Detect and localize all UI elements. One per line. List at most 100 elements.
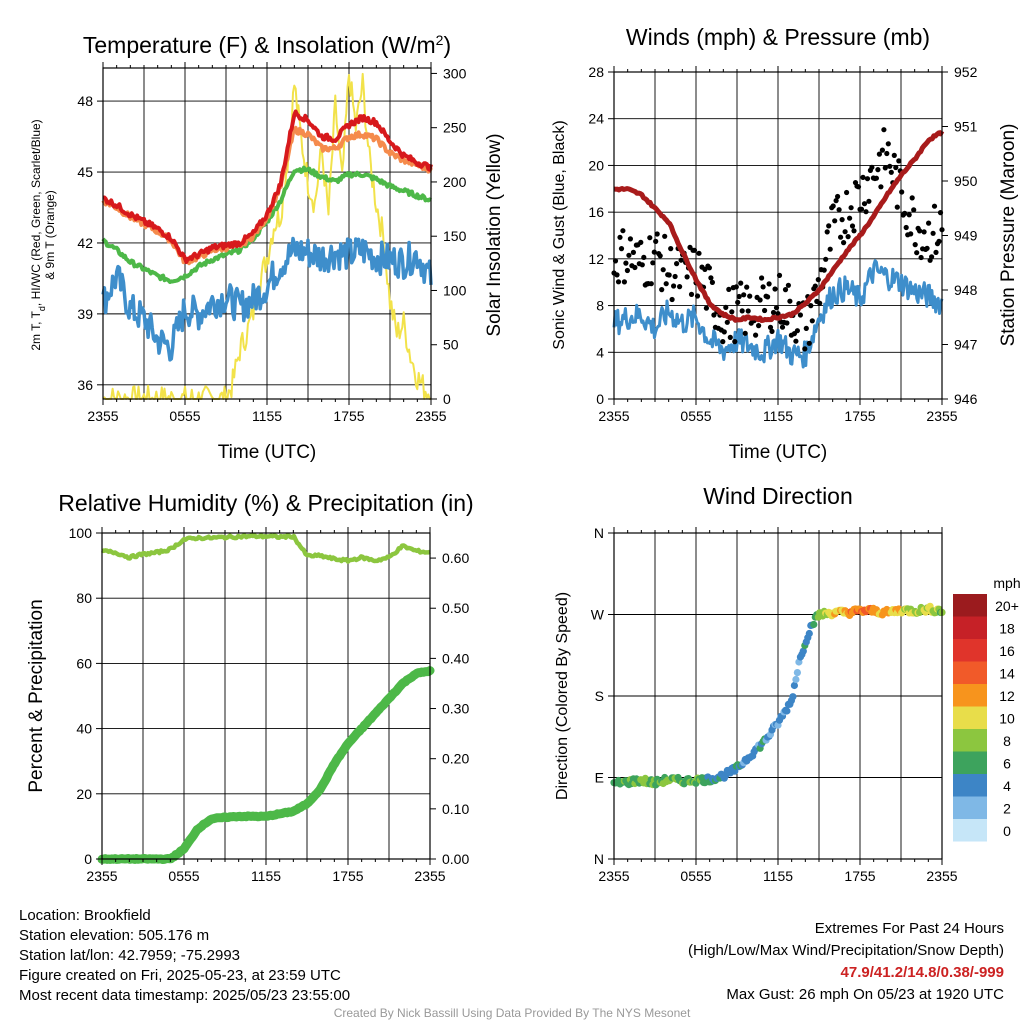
gust-point (668, 246, 674, 252)
gust-point (873, 175, 880, 181)
gust-point (720, 339, 726, 345)
gust-point (742, 330, 748, 336)
gust-point (696, 250, 702, 256)
gust-point (891, 152, 897, 158)
y2-tick-label: 150 (443, 228, 467, 244)
humidity-ticks: 0 20 40 60 80 100 0.00 0.10 0.20 0.30 0.40 0.50 0.60… (69, 525, 470, 884)
legend-label: 0 (1003, 823, 1011, 839)
gust-point (721, 329, 727, 335)
humidity-title: Relative Humidity (%) & Precipitation (i… (58, 490, 473, 516)
y-tick-label: S (595, 688, 604, 704)
gust-point (723, 304, 729, 310)
y2-tick-label: 0 (443, 391, 451, 407)
legend-swatch (953, 639, 987, 662)
gust-point (848, 205, 854, 211)
station-info: Location: Brookfield Station elevation: … (19, 906, 350, 1006)
y2-tick-label: 948 (954, 282, 978, 298)
gust-point (766, 281, 772, 287)
y-tick-label: W (591, 607, 605, 623)
gust-point (887, 163, 893, 169)
gust-point (765, 294, 771, 300)
gust-point (888, 169, 894, 175)
gust-point (835, 193, 841, 200)
humidity-ylabel: Percent & Precipitation (26, 599, 47, 792)
legend-label: 10 (999, 711, 1015, 727)
y-tick-label: 16 (588, 204, 604, 220)
gust-point (660, 267, 666, 273)
gust-point (770, 309, 777, 316)
y-tick-label: 12 (588, 251, 604, 267)
gust-point (773, 305, 780, 311)
x-tick-label: 0555 (169, 408, 200, 424)
extremes-title: Extremes For Past 24 Hours (814, 920, 1004, 937)
gust-point (899, 189, 905, 195)
gust-point (732, 339, 738, 345)
latlon-text: Station lat/lon: 42.7959; -75.2993 (19, 947, 241, 964)
y2-tick-label: 0.00 (442, 851, 469, 867)
y2-tick-label: 250 (443, 120, 467, 136)
gust-point (702, 266, 708, 272)
y-tick-label: 24 (588, 111, 604, 127)
x-tick-label: 2355 (415, 408, 446, 424)
temperature-title: Temperature (F) & Insolation (W/m2) (83, 32, 451, 58)
gust-point (744, 284, 750, 290)
gust-point (724, 319, 730, 325)
legend-label: 12 (999, 688, 1015, 704)
x-tick-label: 0555 (680, 408, 711, 424)
gust-point (926, 220, 932, 226)
gust-point (827, 246, 833, 252)
gust-point (909, 195, 915, 201)
gust-point (844, 189, 850, 196)
y-tick-label: N (594, 525, 604, 541)
direction-point (799, 647, 807, 655)
y2-tick-label: 950 (954, 173, 978, 189)
temperature-xlabel: Time (UTC) (218, 442, 317, 463)
legend-label: 2 (1003, 801, 1011, 817)
y2-tick-label: 947 (954, 337, 978, 353)
gust-point (875, 167, 881, 173)
temperature-ticks: 36 39 42 45 48 0 50 100 150 200 250 300 2355 0555 1155… (77, 62, 467, 424)
gust-point (708, 275, 714, 281)
gust-point (845, 234, 851, 240)
gust-point (815, 277, 821, 283)
wind-panel: Winds (mph) & Pressure (mb) 0 4 8 12 16 20 24 2… (551, 24, 1019, 463)
extremes-subtitle: (High/Low/Max Wind/Precipitation/Snow De… (688, 942, 1004, 959)
gust-point (884, 150, 890, 157)
gust-point (908, 231, 914, 237)
gust-point (624, 267, 631, 274)
y-tick-label: 36 (77, 377, 93, 393)
gust-point (882, 165, 888, 171)
legend-label: 4 (1003, 778, 1011, 794)
gust-point (824, 229, 830, 235)
gust-point (767, 324, 774, 330)
gust-point (933, 249, 939, 255)
legend-swatch (953, 796, 987, 819)
y-tick-label: 40 (76, 721, 92, 737)
gust-point (659, 287, 665, 293)
gust-point (878, 184, 884, 190)
gust-point (929, 254, 935, 260)
y2-tick-label: 0.50 (442, 600, 469, 616)
gust-point (632, 264, 638, 271)
gust-point (876, 151, 883, 157)
x-tick-label: 2355 (926, 868, 957, 884)
y2-tick-label: 946 (954, 391, 978, 407)
x-tick-label: 0555 (168, 868, 199, 884)
gust-point (630, 249, 637, 255)
gust-point (669, 296, 675, 303)
legend-swatch (953, 684, 987, 707)
x-tick-label: 2355 (414, 868, 445, 884)
gust-point (726, 286, 732, 292)
gust-point (861, 201, 868, 207)
gust-point (812, 283, 818, 289)
gust-point (794, 328, 801, 334)
gust-point (760, 284, 766, 290)
y-tick-label: 42 (77, 235, 93, 251)
gust-point (847, 215, 853, 221)
gust-point (879, 147, 886, 153)
direction-ylabel: Direction (Colored By Speed) (554, 592, 571, 800)
y-tick-label: 28 (588, 64, 604, 80)
y-tick-label: 48 (77, 93, 93, 109)
gust-point (671, 283, 677, 289)
